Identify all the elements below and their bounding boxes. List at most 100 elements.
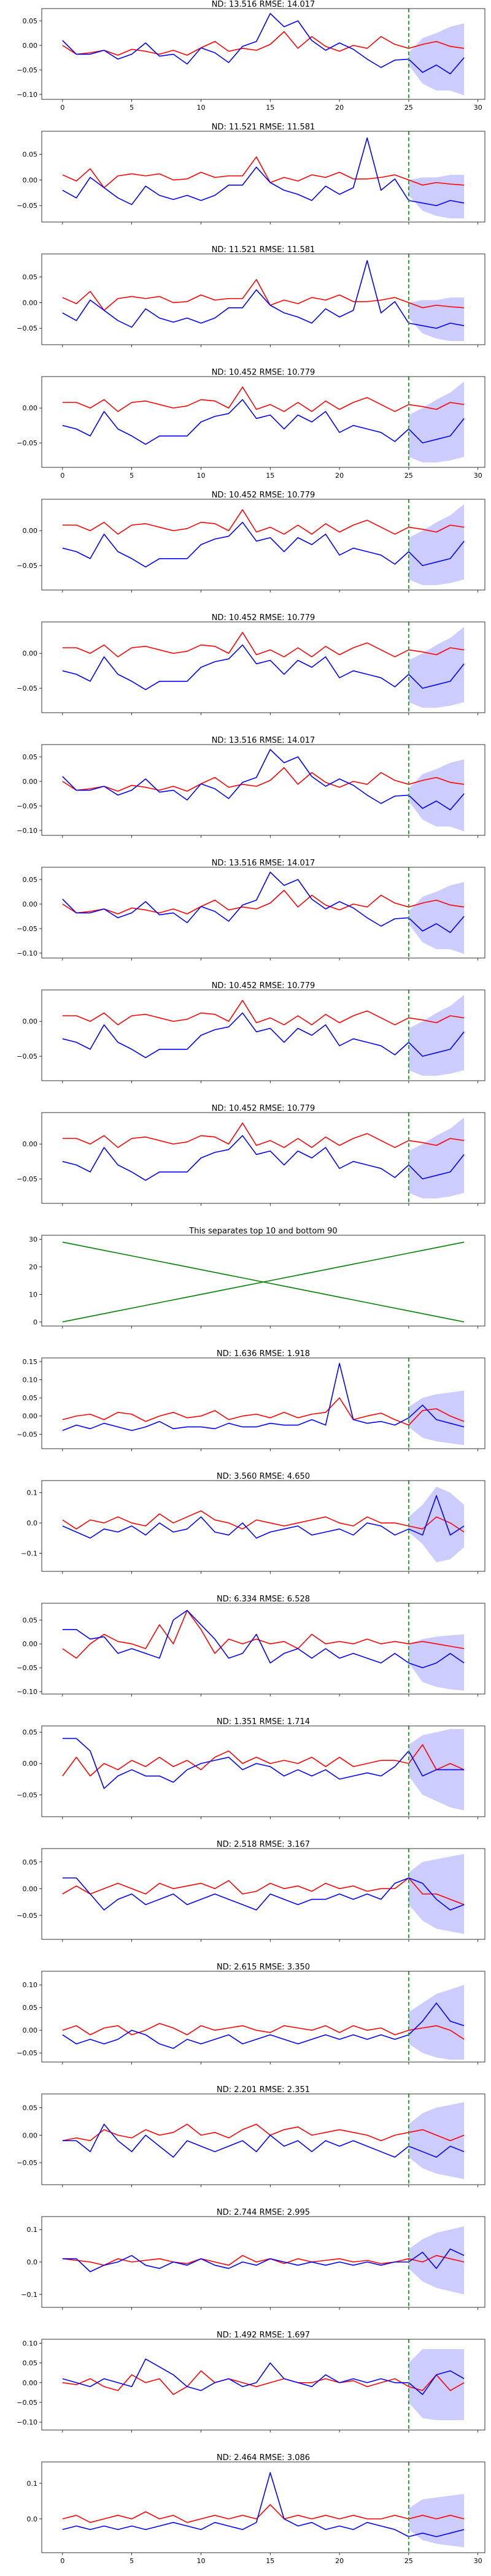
axes-frame [41, 1480, 485, 1572]
y-tick-label: 0.05 [23, 1858, 38, 1866]
y-tick-label: −0.05 [17, 2159, 37, 2167]
x-tick-label: 30 [474, 472, 482, 480]
series-line-1 [62, 156, 465, 188]
series-line-2 [62, 2358, 465, 2395]
y-tick-label: −0.05 [17, 802, 37, 810]
y-tick-label: 0.00 [23, 1640, 38, 1648]
series-line-1 [62, 2123, 465, 2142]
subplot-title: This separates top 10 and bottom 90 [188, 1227, 337, 1236]
series-line-2 [62, 521, 465, 568]
subplot-title: ND: 11.521 RMSE: 11.581 [212, 245, 315, 255]
x-tick-label: 10 [196, 104, 205, 112]
x-tick-label: 30 [474, 104, 482, 112]
y-tick-label: 0.00 [23, 650, 38, 657]
y-tick-label: 0.1 [27, 2226, 38, 2234]
plot-area [62, 377, 465, 467]
y-tick-label: 0.00 [23, 404, 38, 412]
y-tick-label: 0.10 [23, 2339, 38, 2347]
series-line-1 [62, 767, 465, 792]
y-tick-label: 0.00 [23, 1140, 38, 1148]
series-line-2 [62, 749, 465, 811]
x-tick-label: 0 [60, 2557, 64, 2565]
y-tick-label: 20 [29, 1263, 37, 1271]
series-line-2 [62, 2248, 465, 2272]
subplot-title: ND: 1.492 RMSE: 1.697 [217, 2331, 310, 2340]
y-tick-label: 0.00 [23, 1018, 38, 1025]
series-line-2 [62, 2003, 465, 2049]
plot-area [62, 131, 465, 222]
x-tick-label: 5 [130, 104, 134, 112]
plot-area [62, 622, 465, 713]
subplot-10: ND: 10.452 RMSE: 10.779 0.00 −0.05 [17, 1104, 485, 1206]
subplot-title: ND: 10.452 RMSE: 10.779 [212, 491, 315, 500]
y-tick-label: 0.00 [23, 778, 38, 786]
plot-area [62, 2462, 465, 2553]
series-line-2 [62, 1495, 465, 1539]
subplot-12: ND: 1.636 RMSE: 1.918 0.15 0.10 0.05 0.00 −0.… [17, 1349, 485, 1451]
y-tick-label: −0.05 [17, 1052, 37, 1060]
plot-area [62, 1113, 465, 1203]
y-tick-label: 0.00 [23, 42, 38, 50]
axes-frame [41, 1725, 485, 1817]
y-tick-label: −0.05 [17, 66, 37, 74]
y-tick-label: −0.10 [17, 827, 37, 835]
axes-frame [41, 1971, 485, 2063]
y-tick-label: 0.0 [27, 2515, 38, 2523]
series-line-1 [62, 1122, 465, 1148]
subplot-9: ND: 10.452 RMSE: 10.779 0.00 −0.05 [17, 981, 485, 1083]
subplot-6: ND: 10.452 RMSE: 10.779 0.00 −0.05 [17, 613, 485, 715]
subplot-18: ND: 2.201 RMSE: 2.351 0.05 0.00 −0.05 [17, 2085, 485, 2187]
y-tick-label: −0.05 [17, 2399, 37, 2407]
subplot-title: ND: 13.516 RMSE: 14.017 [212, 736, 315, 745]
y-tick-label: 0.1 [27, 2480, 38, 2488]
subplot-title: ND: 2.518 RMSE: 3.167 [217, 1840, 310, 1849]
subplot-title: ND: 10.452 RMSE: 10.779 [212, 1104, 315, 1113]
subplot-7: ND: 13.516 RMSE: 14.017 0.05 0.00 −0.05 −0.1… [17, 736, 485, 838]
y-tick-label: 0.0 [27, 2258, 38, 2266]
y-tick-label: 0.05 [23, 151, 38, 159]
axes-frame [41, 253, 485, 345]
plot-area [62, 1241, 465, 1323]
uncertainty-band [408, 381, 465, 463]
y-tick-label: 0.15 [23, 1358, 38, 1366]
x-tick-label: 20 [335, 472, 344, 480]
series-line-1 [62, 2023, 465, 2040]
y-tick-label: 0.05 [23, 1616, 38, 1624]
plot-area [62, 1849, 465, 1939]
x-tick-label: 10 [196, 472, 205, 480]
y-tick-label: −0.05 [17, 684, 37, 692]
plot-area [62, 1726, 465, 1817]
y-tick-label: −0.10 [17, 2418, 37, 2426]
x-tick-label: 15 [266, 472, 274, 480]
plot-area [62, 9, 465, 99]
subplot-21: ND: 2.464 RMSE: 3.086 0.1 0.0 0 5 10 15 20 25 30 [27, 2453, 485, 2565]
plot-area [62, 745, 465, 835]
y-tick-label: −0.05 [17, 439, 37, 447]
axes-frame [41, 2461, 485, 2553]
axes-frame [41, 8, 485, 100]
plot-area [62, 1603, 465, 1694]
series-line-1 [62, 31, 465, 56]
subplot-17: ND: 2.615 RMSE: 3.350 0.10 0.05 0.00 −0.05 [17, 1963, 485, 2064]
subplot-title: ND: 13.516 RMSE: 14.017 [212, 859, 315, 868]
series-line-2 [62, 1609, 465, 1668]
subplot-title: ND: 2.744 RMSE: 2.995 [217, 2208, 310, 2217]
series-line-2 [62, 2123, 465, 2158]
axes-frame [41, 131, 485, 223]
subplot-1: ND: 13.516 RMSE: 14.017 0.05 0.00 −0.05 −0.1… [17, 0, 485, 112]
plot-area [62, 867, 465, 958]
series-line-1 [62, 889, 465, 914]
uncertainty-band [408, 759, 465, 832]
x-tick-label: 5 [130, 472, 134, 480]
series-line-2 [62, 137, 465, 207]
uncertainty-band [408, 1390, 465, 1446]
y-tick-label: 0.05 [23, 2104, 38, 2112]
axes-frame [41, 1235, 485, 1327]
uncertainty-band [408, 297, 465, 342]
y-tick-label: 10 [29, 1290, 37, 1298]
y-tick-label: 0.0 [27, 1519, 38, 1527]
plot-area [62, 2094, 465, 2185]
axes-frame [41, 621, 485, 713]
y-tick-label: 0.00 [23, 2026, 38, 2034]
y-tick-label: 0.00 [23, 1885, 38, 1893]
